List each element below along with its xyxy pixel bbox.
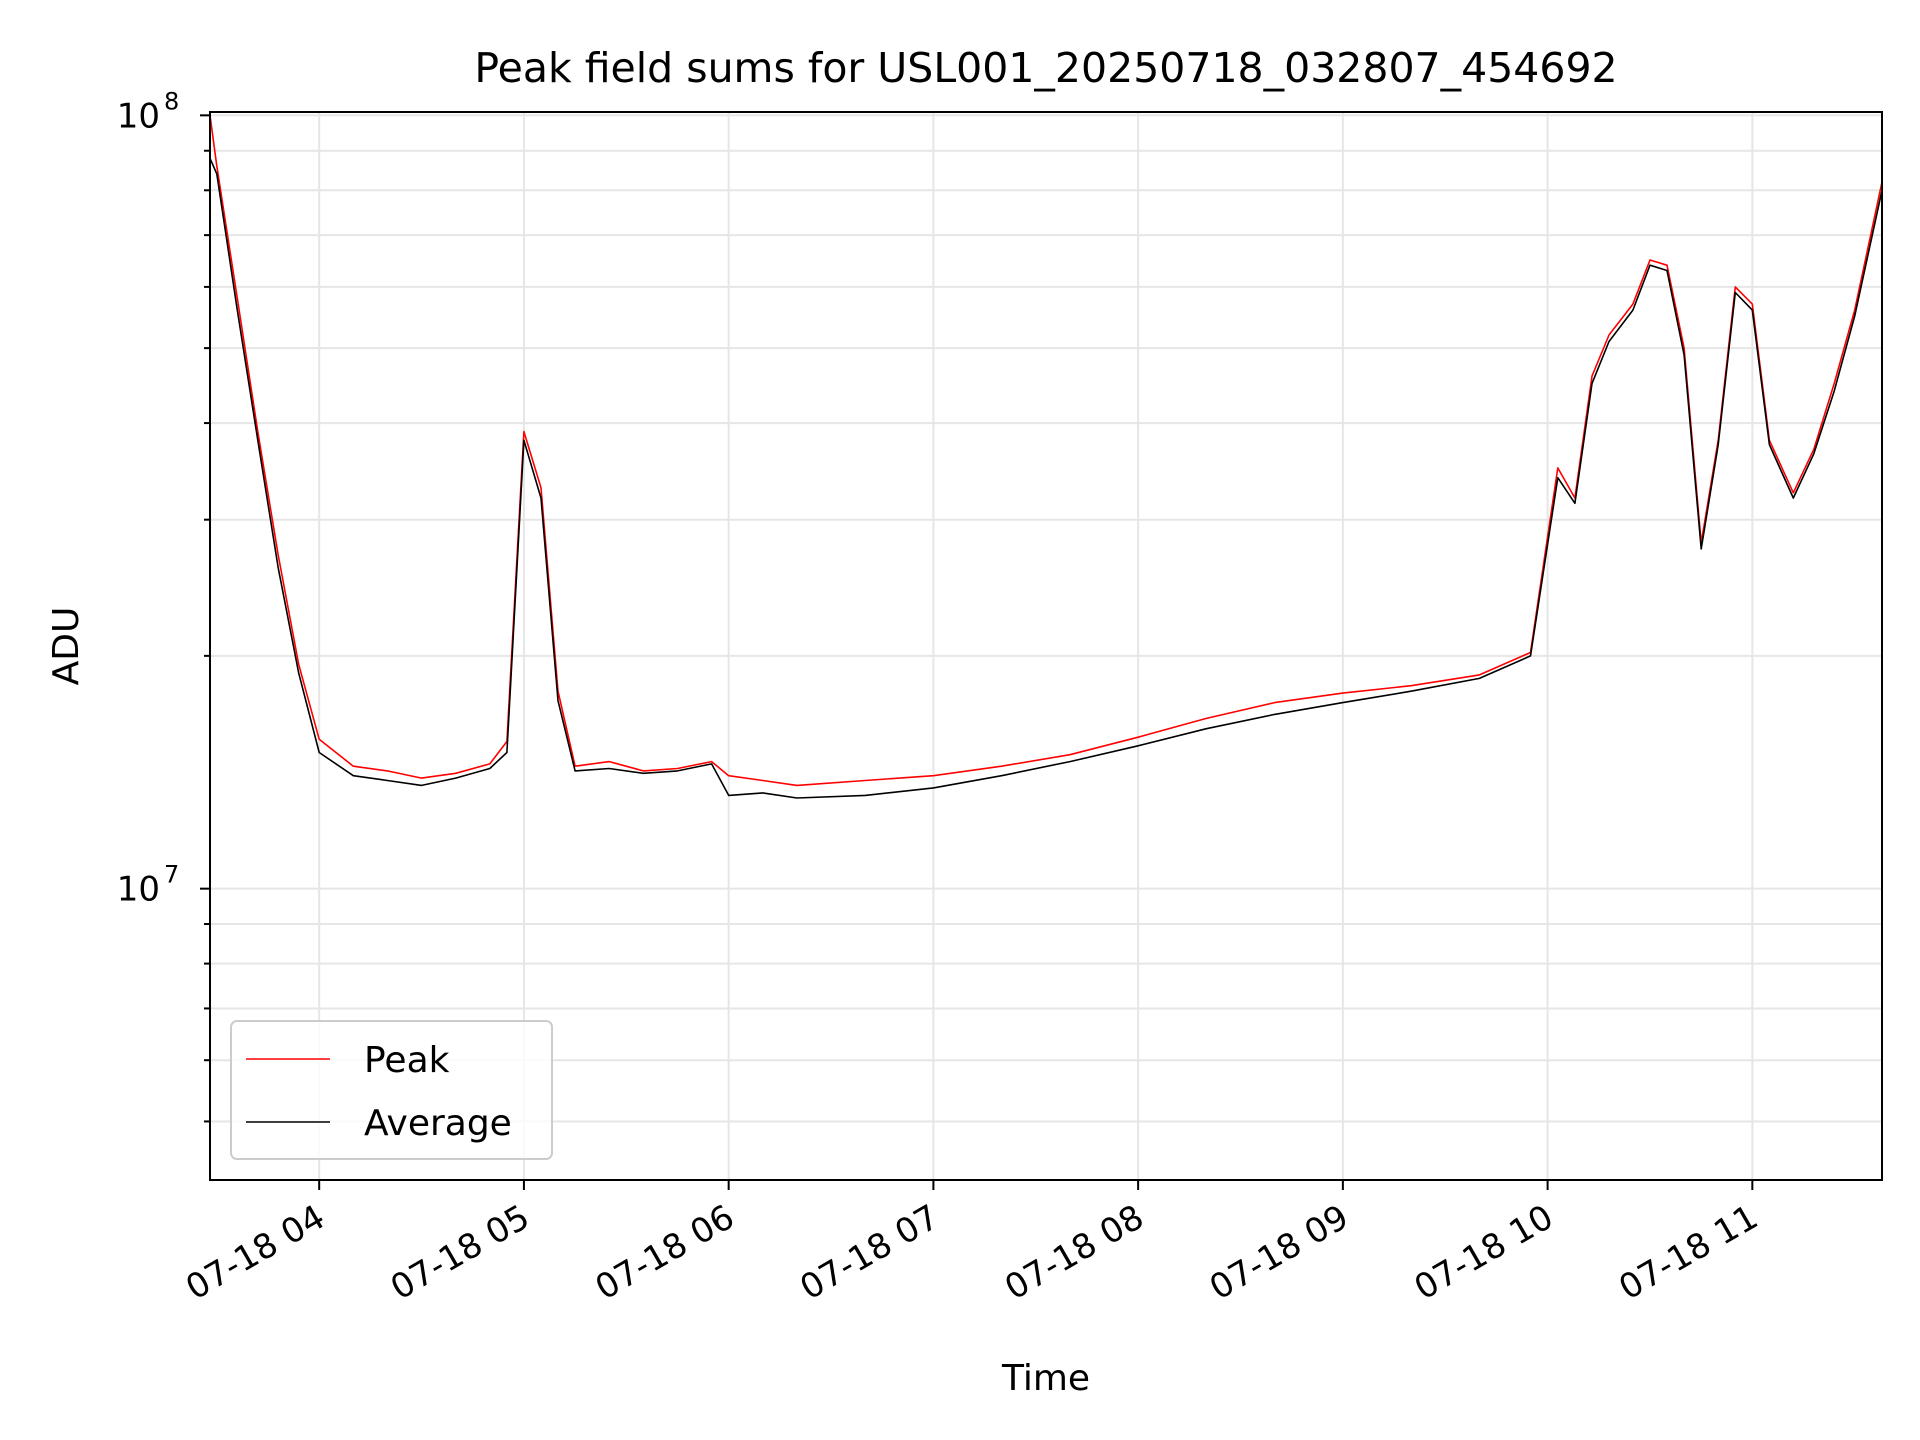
legend-label-average: Average <box>364 1103 512 1144</box>
x-axis-label: Time <box>1001 1358 1090 1399</box>
series-line-peak <box>209 115 1883 787</box>
y-tick-exponent: 8 <box>164 87 179 115</box>
plot-frame <box>209 111 1883 1181</box>
legend: Peak Average <box>230 1020 553 1160</box>
y-tick-exponent: 7 <box>164 861 179 889</box>
y-tick-label: 10 <box>117 870 160 910</box>
series-line-average <box>209 157 1883 799</box>
plot-lines <box>209 115 1883 799</box>
y-axis-label: ADU <box>46 607 87 686</box>
legend-label-peak: Peak <box>364 1040 450 1081</box>
legend-box <box>230 1020 553 1160</box>
grid <box>210 112 1882 1180</box>
chart-title: Peak field sums for USL001_20250718_0328… <box>474 44 1617 92</box>
y-tick-label: 10 <box>117 96 160 136</box>
